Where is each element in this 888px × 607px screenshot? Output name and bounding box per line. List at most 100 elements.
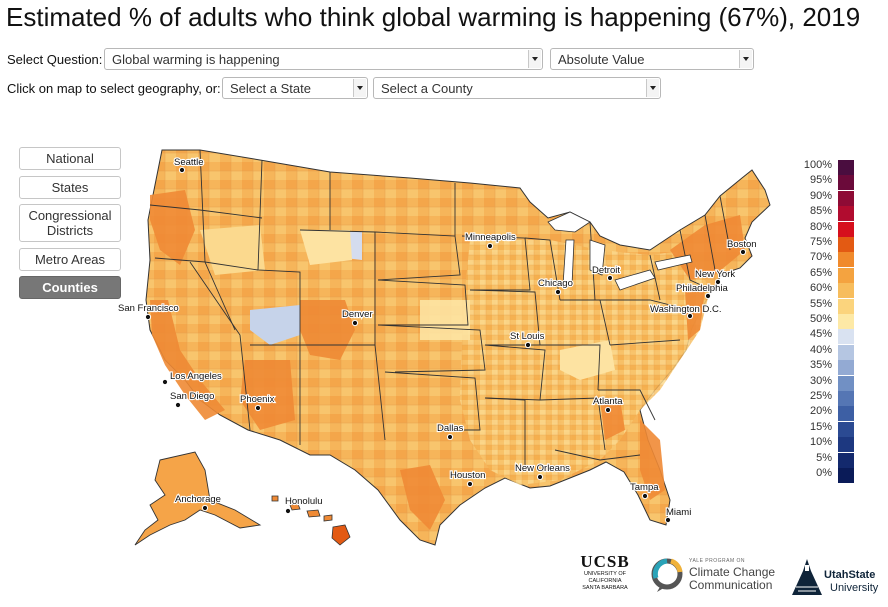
legend-label: 50% [809, 313, 832, 325]
legend-label: 35% [809, 359, 832, 372]
city-marker [606, 274, 614, 282]
legend-label: 95% [809, 174, 832, 187]
city-label: Dallas [437, 423, 464, 434]
city-marker [536, 473, 544, 481]
city-marker [739, 248, 747, 256]
city-label: Chicago [538, 278, 573, 289]
legend-label: 65% [809, 266, 832, 279]
ucsb-logo: UCSB UNIVERSITY OF CALIFORNIA SANTA BARB… [580, 552, 630, 592]
county-select-value: Select a County [381, 81, 473, 96]
city-label: Washington D.C. [650, 304, 721, 315]
county-select[interactable]: Select a County [373, 77, 661, 99]
legend-label: 25% [809, 390, 832, 402]
city-marker [446, 433, 454, 441]
measure-select-value: Absolute Value [558, 52, 645, 67]
city-marker [704, 292, 712, 300]
city-marker [641, 492, 649, 500]
map-great-lakes [547, 211, 693, 291]
geo-button-counties[interactable]: Counties [19, 276, 121, 299]
legend-label: 60% [809, 282, 832, 295]
old-main-tower-icon [792, 559, 822, 595]
legend-label: 100% [803, 159, 832, 171]
legend-swatch [838, 406, 854, 422]
legend-swatch [838, 452, 854, 468]
legend-label: 80% [809, 220, 832, 233]
city-label: Philadelphia [676, 283, 728, 294]
geo-button-label: Counties [42, 280, 98, 295]
legend-swatch [838, 375, 854, 391]
city-marker [161, 378, 169, 386]
city-label: Tampa [630, 482, 659, 493]
state-select[interactable]: Select a State [222, 77, 368, 99]
geography-label: Click on map to select geography, or: [7, 81, 221, 96]
legend-label: 70% [809, 251, 832, 264]
city-label: St Louis [510, 331, 545, 342]
legend-swatch [838, 252, 854, 268]
geo-button-label: National [46, 151, 94, 166]
city-label: Detroit [592, 265, 620, 276]
legend-swatch [838, 160, 854, 175]
question-select[interactable]: Global warming is happening [104, 48, 543, 70]
legend-label: 45% [809, 328, 832, 341]
geo-button-metro-areas[interactable]: Metro Areas [19, 248, 121, 271]
chevron-down-icon [739, 50, 752, 68]
geo-button-congressional-districts[interactable]: Congressional Districts [19, 204, 121, 242]
legend-label: 0% [816, 467, 832, 479]
geo-button-states[interactable]: States [19, 176, 121, 199]
city-marker [524, 341, 532, 349]
question-select-value: Global warming is happening [112, 52, 280, 67]
legend-label: 15% [809, 420, 832, 433]
city-label: New York [695, 269, 735, 280]
city-marker [174, 401, 182, 409]
legend-swatch [838, 344, 854, 360]
city-marker [664, 516, 672, 524]
city-label: Honolulu [285, 496, 323, 507]
city-marker [254, 404, 262, 412]
chevron-down-icon [528, 50, 541, 68]
utah-state-logo: UtahState University [790, 555, 885, 600]
legend-swatch [838, 421, 854, 437]
city-label: San Diego [170, 391, 214, 402]
map-state-borders [149, 149, 731, 470]
chevron-down-icon [646, 79, 659, 97]
geo-button-label: Congressional Districts [28, 208, 112, 238]
question-label: Select Question: [7, 52, 103, 67]
city-marker [554, 288, 562, 296]
legend-swatch [838, 314, 854, 329]
city-label: Seattle [174, 157, 204, 168]
geo-button-label: States [51, 180, 89, 195]
legend-swatch [838, 221, 854, 237]
legend-swatch [838, 360, 854, 376]
city-label: Atlanta [593, 396, 623, 407]
city-label: Minneapolis [465, 232, 516, 243]
legend-label: 40% [809, 343, 832, 356]
legend-swatch [838, 468, 854, 483]
legend-swatch [838, 175, 854, 191]
city-marker [466, 480, 474, 488]
city-marker [144, 313, 152, 321]
page-title: Estimated % of adults who think global w… [6, 2, 861, 32]
legend-label: 5% [816, 451, 832, 464]
city-marker [686, 312, 694, 320]
city-label: Boston [727, 239, 757, 250]
city-marker [178, 166, 186, 174]
measure-select[interactable]: Absolute Value [550, 48, 754, 70]
legend-label: 10% [809, 436, 832, 449]
legend-label: 85% [809, 205, 832, 218]
state-select-value: Select a State [230, 81, 311, 96]
map-alaska[interactable] [134, 451, 262, 546]
color-legend: 100% 95% 90% 85% 80% 75% 70% 65% 60% 55% 50% 45% 40%… [800, 159, 860, 484]
legend-swatch [838, 267, 854, 283]
legend-label: 90% [809, 189, 832, 202]
city-label: Denver [342, 309, 373, 320]
city-marker [486, 242, 494, 250]
city-label: Miami [666, 507, 691, 518]
city-label: San Francisco [118, 303, 179, 314]
legend-swatch [838, 190, 854, 206]
city-marker [284, 507, 292, 515]
geo-button-national[interactable]: National [19, 147, 121, 170]
map-hawaii[interactable] [271, 495, 351, 546]
legend-label: 75% [809, 236, 832, 248]
chevron-down-icon [353, 79, 366, 97]
